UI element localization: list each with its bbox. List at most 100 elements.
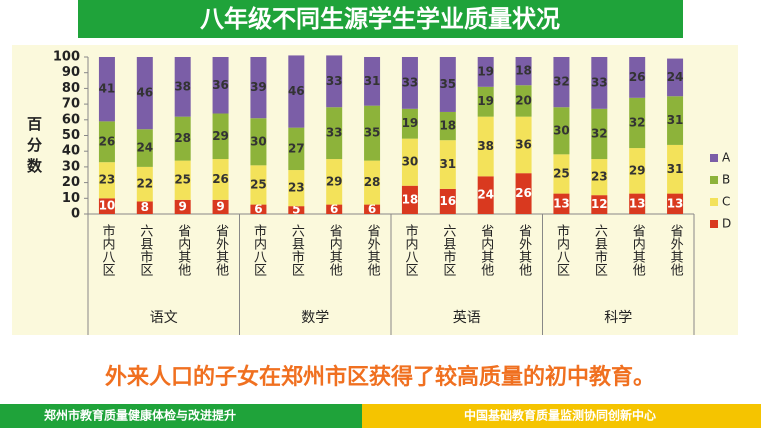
- bar-segment: [326, 204, 343, 214]
- y-tick-label: 40: [62, 144, 80, 159]
- x-tick-label: 六县市区: [137, 224, 153, 276]
- data-label: 26: [629, 70, 646, 84]
- bar-segment: [629, 148, 646, 194]
- bar-segment: [136, 166, 153, 202]
- y-tick-label: 30: [62, 159, 80, 174]
- data-label: 12: [591, 197, 608, 211]
- bar-segment: [667, 193, 684, 214]
- bar-segment: [174, 116, 191, 161]
- data-label: 33: [402, 75, 419, 89]
- x-tick-label: 六县市区: [289, 224, 305, 276]
- bar-segment: [98, 57, 115, 122]
- bar-segment: [326, 107, 343, 160]
- bar-segment: [212, 199, 229, 214]
- data-label: 33: [326, 74, 343, 88]
- bar-segment: [174, 57, 191, 117]
- x-tick-label: 省外其他: [213, 224, 229, 277]
- group-label: 英语: [453, 309, 481, 326]
- bar-segment: [477, 176, 494, 214]
- bar-segment: [250, 118, 267, 166]
- data-label: 26: [99, 134, 116, 148]
- y-tick-label: 0: [71, 207, 80, 222]
- bar-segment: [439, 188, 456, 214]
- data-label: 19: [402, 116, 419, 130]
- data-label: 39: [250, 80, 267, 94]
- bar-segment: [364, 105, 381, 161]
- data-label: 26: [515, 186, 532, 200]
- bar-segment: [288, 55, 305, 128]
- data-label: 25: [553, 166, 570, 180]
- y-tick-label: 20: [62, 175, 80, 190]
- data-label: 13: [629, 196, 646, 210]
- bar-segment: [439, 111, 456, 141]
- bar-segment: [591, 108, 608, 160]
- data-label: 29: [212, 129, 229, 143]
- bar-segment: [629, 57, 646, 98]
- data-label: 32: [629, 115, 646, 129]
- bar-segment: [629, 193, 646, 214]
- legend-label: D: [722, 217, 731, 231]
- bar-segment: [136, 129, 153, 167]
- footer-right-bar: [362, 404, 761, 428]
- bar-segment: [477, 86, 494, 117]
- bar-segment: [439, 57, 456, 112]
- data-label: 30: [553, 123, 570, 137]
- data-label: 27: [288, 141, 305, 155]
- data-label: 23: [99, 173, 116, 187]
- data-label: 18: [402, 192, 419, 206]
- footer-right: 中国基础教育质量监测协同创新中心: [464, 408, 656, 423]
- data-label: 28: [364, 175, 381, 189]
- data-label: 10: [99, 199, 116, 213]
- bar-segment: [553, 154, 570, 194]
- bar-segment: [439, 140, 456, 189]
- legend-swatch: [710, 154, 718, 162]
- data-label: 26: [212, 172, 229, 186]
- data-label: 18: [515, 64, 532, 78]
- bar-segment: [515, 116, 532, 174]
- data-label: 38: [477, 139, 494, 153]
- data-label: 25: [250, 177, 267, 191]
- legend-label: C: [722, 195, 730, 209]
- data-label: 29: [629, 163, 646, 177]
- x-tick-label: 省内其他: [327, 224, 343, 277]
- footer-left-bar: [0, 404, 362, 428]
- x-tick-label: 省内其他: [630, 224, 646, 277]
- x-tick-label: 六县市区: [592, 224, 608, 276]
- y-tick-label: 60: [62, 112, 80, 127]
- data-label: 6: [254, 202, 262, 216]
- x-tick-label: 六县市区: [440, 224, 456, 276]
- x-tick-label: 市内八区: [251, 223, 267, 276]
- legend-label: A: [722, 151, 731, 165]
- data-label: 30: [250, 134, 267, 148]
- bar-segment: [136, 201, 153, 214]
- x-tick-label: 省外其他: [516, 224, 532, 277]
- data-label: 31: [667, 162, 684, 176]
- group-label: 数学: [301, 310, 329, 326]
- bar-segment: [667, 144, 684, 194]
- bar-segment: [401, 185, 418, 214]
- data-label: 8: [141, 200, 149, 214]
- legend-swatch: [710, 220, 718, 228]
- y-tick-label: 10: [62, 191, 80, 206]
- bar-segment: [553, 193, 570, 214]
- x-tick-label: 省外其他: [365, 224, 381, 277]
- bar-segment: [515, 57, 532, 86]
- bar-segment: [364, 204, 381, 214]
- bar-segment: [212, 159, 229, 200]
- data-label: 46: [136, 86, 153, 100]
- bar-segment: [212, 57, 229, 114]
- x-tick-label: 市内八区: [554, 223, 570, 276]
- bar-segment: [477, 57, 494, 87]
- conclusion: 外来人口的子女在郑州市区获得了较高质量的初中教育。: [105, 364, 655, 390]
- data-label: 29: [326, 174, 343, 188]
- bar-segment: [591, 57, 608, 109]
- bar-segment: [401, 138, 418, 186]
- legend-swatch: [710, 176, 718, 184]
- data-label: 36: [212, 78, 229, 92]
- bar-segment: [591, 195, 608, 214]
- data-label: 32: [591, 126, 608, 140]
- bar-segment: [515, 85, 532, 117]
- data-label: 24: [477, 188, 494, 202]
- data-label: 33: [326, 126, 343, 140]
